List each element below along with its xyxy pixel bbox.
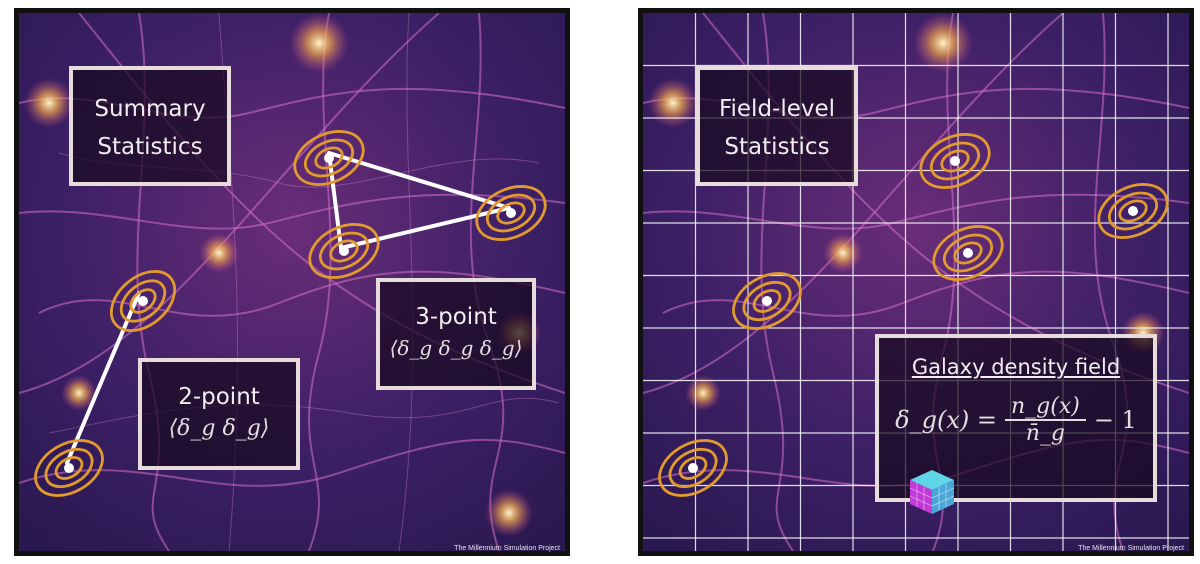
galaxy-density-box: Galaxy density field δ_g(x) = n_g(x) n̄_… bbox=[875, 334, 1157, 502]
galaxy-contour bbox=[919, 133, 991, 189]
density-title: Galaxy density field bbox=[911, 355, 1121, 379]
galaxy-contour bbox=[308, 223, 380, 279]
summary-line-2: Statistics bbox=[97, 134, 203, 160]
formula-fraction: n_g(x) n̄_g bbox=[1004, 394, 1086, 446]
field-level-statistics-box: Field-level Statistics bbox=[696, 66, 858, 186]
two-point-line bbox=[65, 291, 141, 465]
galaxy-contour bbox=[658, 439, 728, 497]
field-line-2: Statistics bbox=[724, 134, 830, 160]
three-point-line-c bbox=[339, 206, 511, 250]
summary-statistics-box: Summary Statistics bbox=[69, 66, 231, 186]
field-line-1: Field-level bbox=[718, 96, 836, 122]
field-level-panel: Field-level Statistics Galaxy density fi… bbox=[638, 8, 1194, 556]
three-point-box: 3-point ⟨δ_g δ_g δ_g⟩ bbox=[376, 278, 536, 390]
summary-statistics-panel: Summary Statistics 2-point ⟨δ_g δ_g⟩ 3-p… bbox=[14, 8, 570, 556]
credit-label: The Millennium Simulation Project bbox=[454, 545, 560, 552]
galaxy-contours bbox=[658, 133, 1169, 497]
galaxy-centers bbox=[64, 153, 516, 473]
formula-numerator: n_g(x) bbox=[1004, 394, 1086, 421]
formula-lhs: δ_g(x) = bbox=[895, 406, 997, 434]
density-formula: δ_g(x) = n_g(x) n̄_g − 1 bbox=[879, 394, 1153, 446]
galaxy-contour bbox=[475, 185, 547, 241]
formula-rhs: − 1 bbox=[1093, 406, 1137, 434]
three-point-title: 3-point bbox=[415, 304, 497, 330]
three-point-formula: ⟨δ_g δ_g δ_g⟩ bbox=[389, 336, 523, 360]
formula-denominator: n̄_g bbox=[1025, 421, 1066, 446]
galaxy-contour bbox=[1097, 183, 1169, 239]
two-point-formula: ⟨δ_g δ_g⟩ bbox=[168, 416, 270, 441]
two-point-box: 2-point ⟨δ_g δ_g⟩ bbox=[138, 358, 300, 470]
two-point-title: 2-point bbox=[178, 384, 260, 410]
galaxy-contour bbox=[932, 225, 1004, 281]
summary-line-1: Summary bbox=[94, 96, 206, 122]
galaxy-centers bbox=[688, 156, 1138, 473]
cube-icon bbox=[909, 470, 955, 514]
three-point-line-b bbox=[327, 151, 343, 250]
galaxy-contours bbox=[34, 130, 547, 497]
credit-label: The Millennium Simulation Project bbox=[1078, 545, 1184, 552]
galaxy-contour bbox=[293, 130, 365, 186]
galaxy-contour bbox=[110, 270, 176, 332]
